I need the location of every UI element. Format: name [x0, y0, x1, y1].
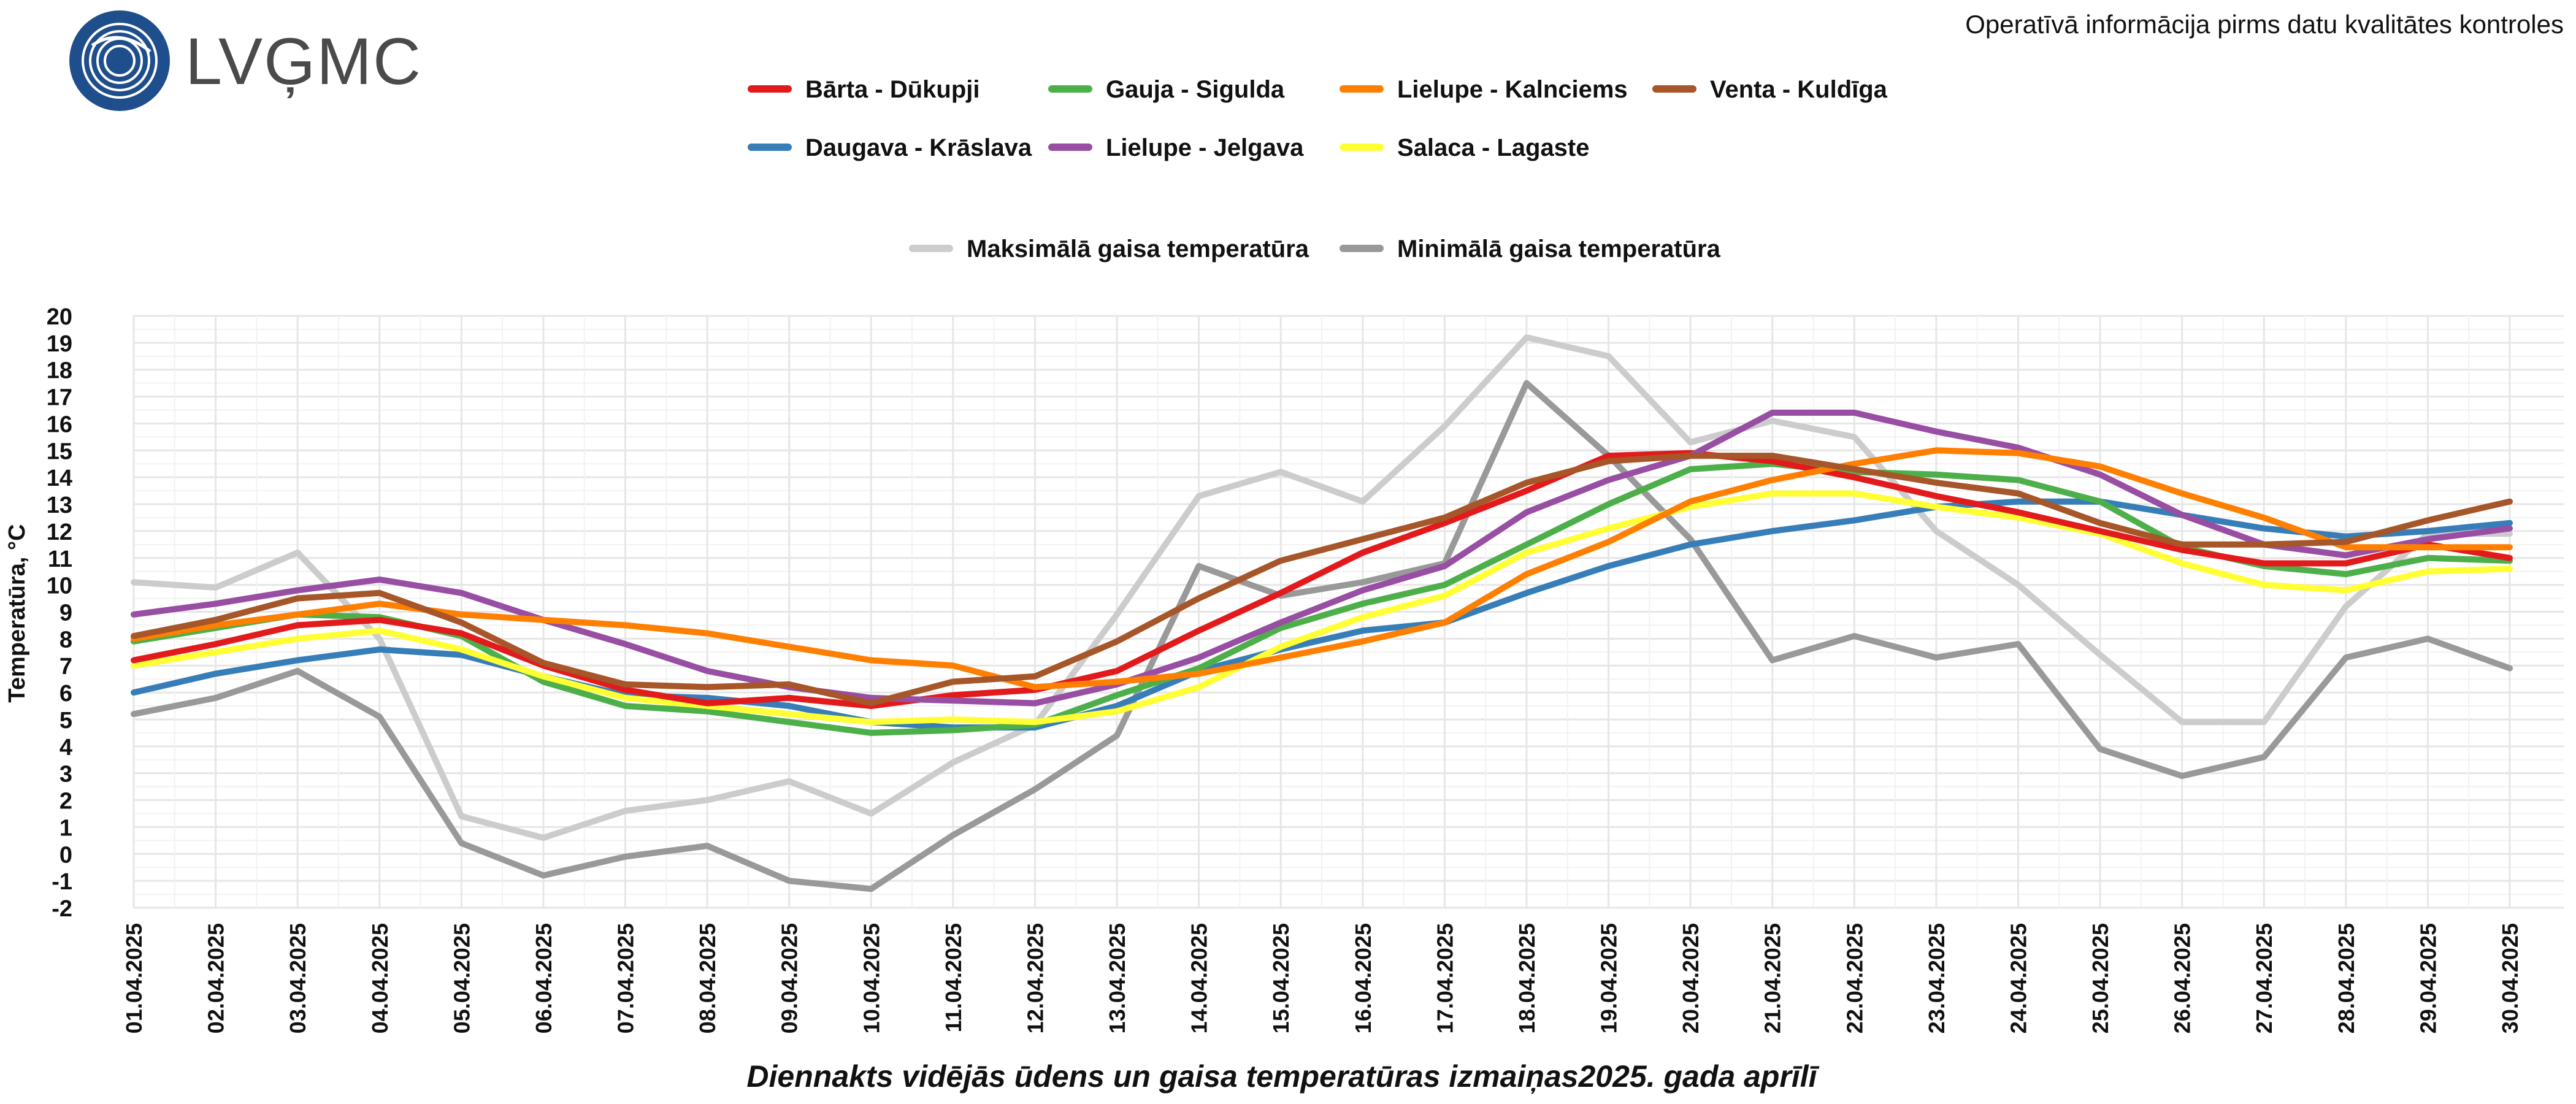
chart-legend: Bārta - Dūkupji Gauja - Sigulda Lielupe - …	[748, 76, 1888, 263]
y-tick-label: 0	[59, 842, 72, 868]
y-tick-label: 7	[59, 654, 72, 680]
legend-label-gauja-sigulda: Gauja - Sigulda	[1106, 76, 1285, 103]
series-line-maksimala-gaisa-temperatura	[131, 334, 2513, 841]
legend-label-venta-kuldiga: Venta - Kuldīga	[1710, 76, 1888, 103]
x-tick-label: 11.04.2025	[941, 923, 966, 1032]
series-lines	[131, 334, 2513, 892]
x-tick-label: 13.04.2025	[1105, 923, 1130, 1033]
x-tick-label: 24.04.2025	[2006, 923, 2031, 1033]
x-tick-label: 17.04.2025	[1432, 923, 1457, 1033]
y-tick-label: 17	[47, 385, 72, 411]
y-tick-label: -2	[52, 896, 72, 922]
y-axis-label: Temperatūra, °C	[4, 524, 30, 702]
legend-label-salaca-lagaste: Salaca - Lagaste	[1397, 134, 1590, 161]
legend-label-minimala-gaisa-temperatura: Minimālā gaisa temperatūra	[1397, 236, 1721, 263]
series-line-salaca-lagaste	[131, 490, 2513, 726]
y-tick-label: 16	[47, 412, 72, 437]
lvgmc-globe-icon	[69, 10, 170, 111]
y-tick-label: 2	[59, 789, 72, 815]
series-line-lielupe-jelgava	[131, 409, 2513, 707]
x-tick-label: 10.04.2025	[859, 923, 884, 1033]
x-tick-label: 21.04.2025	[1760, 923, 1785, 1033]
y-tick-label: 6	[59, 681, 72, 707]
legend-label-lielupe-jelgava: Lielupe - Jelgava	[1106, 134, 1304, 161]
x-tick-label: 23.04.2025	[1924, 923, 1949, 1033]
legend-label-lielupe-kalnciems: Lielupe - Kalnciems	[1397, 76, 1628, 103]
x-tick-label: 30.04.2025	[2497, 923, 2523, 1033]
x-tick-label: 12.04.2025	[1022, 923, 1048, 1033]
x-tick-label: 09.04.2025	[777, 923, 802, 1033]
x-tick-label: 22.04.2025	[1842, 923, 1867, 1033]
y-tick-label: 12	[47, 519, 72, 545]
lvgmc-logo: LVĢMC	[67, 9, 421, 113]
y-tick-label: 19	[47, 331, 72, 357]
x-tick-label: 06.04.2025	[531, 923, 556, 1033]
series-line-venta-kuldiga	[131, 453, 2513, 707]
y-tick-label: 13	[47, 493, 72, 518]
y-tick-label: 18	[47, 358, 72, 384]
series-line-minimala-gaisa-temperatura	[131, 380, 2513, 892]
x-tick-label: 20.04.2025	[1678, 923, 1703, 1033]
preliminary-data-note: Operatīvā informācija pirms datu kvalitā…	[1965, 10, 2564, 39]
y-tick-label: 1	[59, 815, 72, 841]
x-tick-label: 01.04.2025	[121, 923, 147, 1033]
y-tick-label: 3	[59, 762, 72, 788]
x-tick-label: 05.04.2025	[449, 923, 474, 1033]
y-tick-label: 10	[47, 573, 72, 599]
y-tick-label: -1	[52, 869, 72, 895]
chart-title: Diennakts vidējās ūdens un gaisa tempera…	[746, 1059, 1819, 1094]
x-tick-label: 04.04.2025	[367, 923, 393, 1033]
y-tick-label: 8	[59, 627, 72, 653]
x-axis: 01.04.2025 02.04.2025 03.04.2025 04.04.2025…	[121, 923, 2523, 1033]
x-tick-label: 15.04.2025	[1268, 923, 1294, 1033]
x-tick-label: 28.04.2025	[2334, 923, 2359, 1033]
x-tick-label: 02.04.2025	[204, 923, 229, 1033]
series-line-lielupe-kalnciems	[131, 447, 2513, 691]
x-tick-label: 16.04.2025	[1351, 923, 1376, 1033]
y-tick-label: 15	[47, 439, 72, 464]
x-tick-label: 29.04.2025	[2415, 923, 2440, 1033]
x-tick-label: 14.04.2025	[1187, 923, 1212, 1033]
x-tick-label: 27.04.2025	[2252, 923, 2277, 1033]
y-tick-label: 5	[59, 708, 72, 734]
y-tick-label: 9	[59, 600, 72, 626]
logo-text: LVĢMC	[185, 23, 423, 98]
legend-label-daugava-kraslava: Daugava - Krāslava	[805, 134, 1032, 161]
x-tick-label: 07.04.2025	[613, 923, 638, 1033]
x-tick-label: 18.04.2025	[1514, 923, 1539, 1033]
x-tick-label: 25.04.2025	[2088, 923, 2113, 1033]
legend-label-maksimala-gaisa-temperatura: Maksimālā gaisa temperatūra	[967, 236, 1309, 263]
x-tick-label: 19.04.2025	[1597, 923, 1622, 1033]
x-tick-label: 03.04.2025	[285, 923, 310, 1033]
x-tick-label: 08.04.2025	[695, 923, 720, 1033]
chart-grid	[132, 315, 2564, 909]
y-tick-label: 4	[59, 735, 72, 761]
legend-label-barta-dukupji: Bārta - Dūkupji	[805, 76, 979, 103]
y-tick-label: 14	[47, 466, 72, 491]
x-tick-label: 26.04.2025	[2170, 923, 2195, 1033]
y-tick-label: 11	[48, 546, 72, 572]
y-tick-label: 20	[47, 304, 72, 330]
series-line-barta-dukupji	[131, 450, 2513, 709]
